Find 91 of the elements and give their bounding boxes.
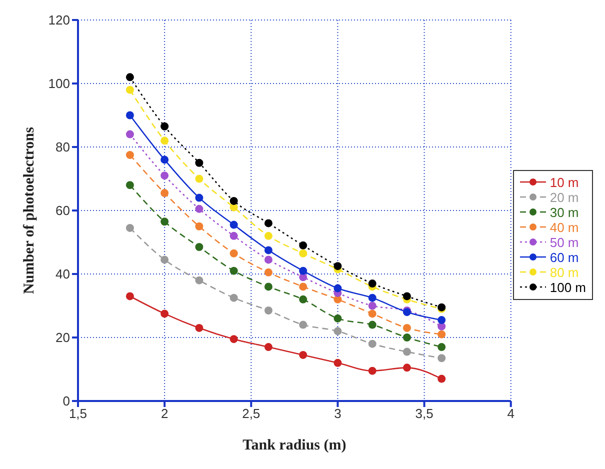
point bbox=[368, 302, 376, 310]
x-axis-title: Tank radius (m) bbox=[242, 438, 346, 454]
point bbox=[264, 246, 272, 254]
point bbox=[299, 350, 308, 359]
point bbox=[264, 343, 272, 352]
point bbox=[368, 280, 376, 288]
point bbox=[126, 130, 134, 138]
point bbox=[195, 174, 204, 183]
y-tick-label: 40 bbox=[56, 266, 70, 282]
point bbox=[438, 330, 446, 338]
x-tick-label: 4 bbox=[507, 406, 514, 422]
point bbox=[195, 194, 204, 202]
point bbox=[334, 314, 342, 322]
y-axis-title: Number of photoelectrons bbox=[21, 126, 38, 294]
point bbox=[230, 335, 238, 344]
y-tick-label: 100 bbox=[48, 76, 70, 92]
point bbox=[230, 232, 238, 240]
point bbox=[126, 292, 134, 300]
legend-label: 40 m bbox=[550, 220, 579, 234]
point bbox=[402, 364, 411, 372]
legend-label: 20 m bbox=[550, 190, 579, 204]
point bbox=[230, 196, 238, 205]
point bbox=[438, 354, 446, 362]
point bbox=[438, 316, 446, 324]
y-tick-label: 20 bbox=[56, 330, 70, 346]
point bbox=[230, 249, 238, 258]
y-tick-label: 0 bbox=[62, 394, 70, 409]
point bbox=[195, 222, 204, 230]
point bbox=[160, 156, 169, 164]
y-tick-label: 80 bbox=[56, 140, 70, 155]
x-tick-label: 3,5 bbox=[415, 406, 434, 422]
point bbox=[195, 204, 204, 213]
point bbox=[334, 284, 342, 292]
point bbox=[126, 86, 134, 94]
legend-label: 50 m bbox=[550, 234, 579, 250]
point bbox=[438, 374, 446, 383]
point bbox=[160, 172, 169, 180]
point bbox=[334, 327, 342, 336]
x-tick-label: 1,5 bbox=[68, 406, 88, 422]
point bbox=[299, 282, 308, 291]
point bbox=[264, 219, 272, 228]
point bbox=[195, 276, 204, 284]
legend-label: 30 m bbox=[550, 204, 579, 220]
point bbox=[264, 232, 272, 240]
point bbox=[126, 181, 134, 190]
point bbox=[160, 136, 169, 145]
point bbox=[368, 366, 376, 375]
point bbox=[299, 295, 308, 304]
legend-label: 60 m bbox=[550, 250, 579, 264]
point bbox=[195, 158, 204, 167]
point bbox=[160, 218, 169, 226]
x-tick-label: 2,5 bbox=[242, 406, 260, 422]
point bbox=[195, 243, 204, 252]
point bbox=[368, 310, 376, 318]
point bbox=[126, 111, 134, 120]
point bbox=[299, 320, 308, 329]
point bbox=[334, 262, 342, 270]
point bbox=[368, 340, 376, 348]
point bbox=[230, 266, 238, 275]
point bbox=[160, 256, 169, 264]
point bbox=[402, 292, 411, 300]
point bbox=[160, 122, 169, 130]
point bbox=[160, 310, 169, 318]
point bbox=[402, 348, 411, 356]
point bbox=[126, 73, 134, 82]
point bbox=[299, 249, 308, 258]
legend-label: 100 m bbox=[550, 280, 586, 294]
point bbox=[230, 220, 238, 229]
point bbox=[264, 268, 272, 276]
point bbox=[438, 343, 446, 352]
point bbox=[368, 294, 376, 302]
point bbox=[299, 241, 308, 250]
point bbox=[230, 294, 238, 302]
point bbox=[299, 266, 308, 275]
y-tick-label: 60 bbox=[56, 203, 70, 218]
point bbox=[126, 150, 134, 159]
point bbox=[264, 282, 272, 291]
x-tick-label: 3 bbox=[334, 406, 342, 422]
legend-label: 10 m bbox=[550, 174, 579, 190]
point bbox=[264, 256, 272, 264]
legend-label: 80 m bbox=[550, 264, 579, 280]
point bbox=[402, 324, 411, 332]
point bbox=[160, 189, 169, 198]
point bbox=[402, 334, 411, 342]
x-tick-label: 2 bbox=[160, 406, 168, 422]
point bbox=[195, 324, 204, 332]
y-tick-label: 120 bbox=[48, 12, 70, 28]
point bbox=[334, 358, 342, 367]
point bbox=[264, 306, 272, 315]
point bbox=[368, 320, 376, 329]
point bbox=[126, 224, 134, 232]
